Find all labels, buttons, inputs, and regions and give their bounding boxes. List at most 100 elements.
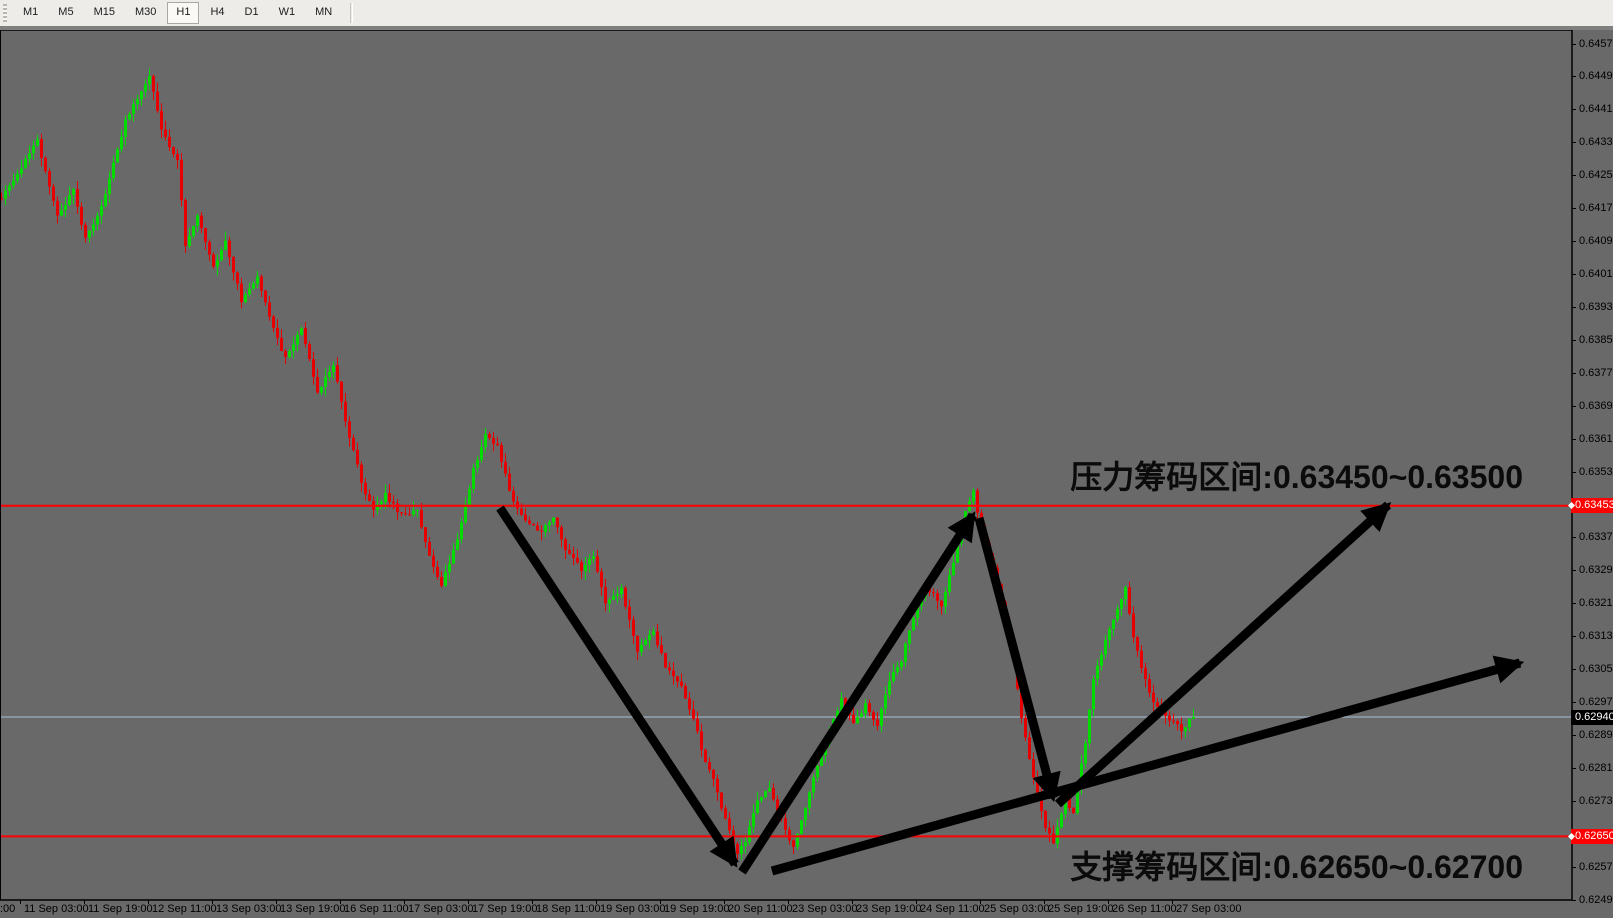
timeframe-button-m1[interactable]: M1 [23, 6, 39, 18]
price-axis-label: 0.62895 [1579, 729, 1613, 741]
price-axis-label: 0.63215 [1579, 597, 1613, 610]
toolbar-grip-icon[interactable] [3, 4, 7, 22]
time-tick [916, 900, 917, 904]
price-axis-label: 0.63775 [1579, 366, 1613, 379]
time-axis-label: 26 Sep 11:00 [1112, 903, 1177, 915]
time-tick [148, 900, 149, 904]
time-tick [980, 900, 981, 904]
price-axis-label: 0.64335 [1579, 136, 1613, 149]
price-axis-label: 0.63055 [1579, 663, 1613, 676]
price-tick [1572, 735, 1576, 736]
price-axis-label: 0.63375 [1579, 531, 1613, 544]
price-axis-label: 0.62735 [1579, 794, 1613, 807]
price-tick [1572, 175, 1576, 177]
price-tick [1572, 43, 1576, 45]
price-tick [1572, 899, 1576, 901]
time-axis-label: 17 Sep 03:00 [408, 903, 474, 915]
price-tick [1572, 76, 1576, 78]
price-axis-label: 0.64095 [1579, 235, 1613, 248]
time-axis-label-partial: :00 [0, 903, 16, 915]
timeframe-button-d1[interactable]: D1 [244, 6, 259, 18]
timeframe-button-mn[interactable]: MN [315, 6, 333, 18]
price-axis-label: 0.64575 [1579, 37, 1613, 50]
price-tick [1572, 274, 1576, 275]
time-axis-label: 13 Sep 03:00 [216, 903, 282, 915]
price-axis-label: 0.63935 [1579, 300, 1613, 313]
time-axis-label: 23 Sep 03:00 [792, 903, 858, 915]
time-tick [596, 900, 597, 904]
time-axis-label: 20 Sep 11:00 [728, 903, 793, 915]
time-axis-label: 12 Sep 11:00 [152, 903, 217, 915]
time-axis-label: 19 Sep 03:00 [600, 903, 666, 915]
timeframe-button-w1[interactable]: W1 [278, 6, 296, 18]
price-tick [1572, 372, 1576, 374]
price-tick [1572, 537, 1576, 539]
timeframe-button-m5[interactable]: M5 [58, 6, 74, 18]
price-tick [1572, 438, 1576, 440]
price-tick [1572, 142, 1576, 144]
price-tick [1572, 109, 1576, 111]
time-axis-label: 17 Sep 19:00 [472, 903, 538, 915]
time-axis-label: 23 Sep 19:00 [856, 903, 922, 915]
price-tick [1572, 306, 1576, 308]
price-axis-label: 0.62575 [1579, 860, 1613, 873]
price-tick [1572, 702, 1576, 704]
time-tick [20, 900, 21, 904]
time-axis-label: 24 Sep 11:00 [920, 903, 985, 915]
support-price-tag: 0.62650 [1571, 828, 1613, 844]
time-tick [276, 900, 277, 904]
price-axis-label: 0.64255 [1579, 169, 1613, 182]
time-tick [1108, 900, 1109, 904]
price-axis-label: 0.63695 [1579, 399, 1613, 412]
price-tick [1572, 669, 1576, 671]
time-axis-label: 25 Sep 19:00 [1048, 903, 1114, 915]
price-axis-label: 0.62975 [1579, 696, 1613, 709]
price-tick [1572, 405, 1576, 407]
time-tick [212, 900, 213, 904]
time-tick [660, 900, 661, 904]
price-tick [1572, 208, 1576, 210]
toolbar-separator [350, 3, 354, 23]
time-axis-label: 19 Sep 19:00 [664, 903, 730, 915]
price-axis-label: 0.63535 [1579, 465, 1613, 478]
current-price-tag: 0.62940 [1571, 709, 1613, 725]
time-axis-label: 25 Sep 03:00 [984, 903, 1050, 915]
price-axis-label: 0.62495 [1579, 893, 1613, 906]
price-axis-label: 0.62815 [1579, 762, 1613, 774]
timeframe-toolbar: M1 M5 M15 M30 H1 H4 D1 W1 MN [0, 0, 1613, 26]
time-axis-label: 27 Sep 03:00 [1176, 903, 1242, 915]
price-tick [1572, 570, 1576, 572]
time-tick [84, 900, 85, 904]
time-axis-label: 13 Sep 19:00 [280, 903, 346, 915]
time-tick [340, 900, 341, 904]
price-tick [1572, 800, 1576, 802]
time-axis-label: 18 Sep 11:00 [536, 903, 601, 915]
price-tick [1572, 339, 1576, 341]
support-zone-annotation: 支撑筹码区间:0.62650~0.62700 [1070, 849, 1523, 885]
time-tick [788, 900, 789, 904]
time-axis-label: 11 Sep 03:00 [24, 903, 89, 915]
price-axis-label: 0.64175 [1579, 202, 1613, 215]
toolbar-bottom-strip [0, 26, 1613, 30]
price-axis-label: 0.63135 [1579, 630, 1613, 643]
timeframe-button-m15[interactable]: M15 [93, 6, 115, 18]
time-tick [724, 900, 725, 904]
time-axis-label: 11 Sep 19:00 [88, 903, 153, 915]
price-tick [1572, 603, 1576, 605]
price-axis-label: 0.63615 [1579, 432, 1613, 445]
timeframe-button-h4[interactable]: H4 [210, 6, 225, 18]
price-tick [1572, 471, 1576, 473]
price-axis-label: 0.63295 [1579, 564, 1613, 577]
price-axis-label: 0.63855 [1579, 333, 1613, 346]
time-tick [532, 900, 533, 904]
time-tick [404, 900, 405, 904]
timeframe-button-h1[interactable]: H1 [167, 2, 200, 24]
price-tick [1572, 241, 1576, 243]
price-axis-label: 0.64495 [1579, 70, 1613, 83]
price-tick [1572, 636, 1576, 638]
time-tick [852, 900, 853, 904]
price-tick [1572, 866, 1576, 868]
timeframe-button-m30[interactable]: M30 [134, 6, 157, 18]
price-axis-label: 0.64415 [1579, 103, 1613, 116]
